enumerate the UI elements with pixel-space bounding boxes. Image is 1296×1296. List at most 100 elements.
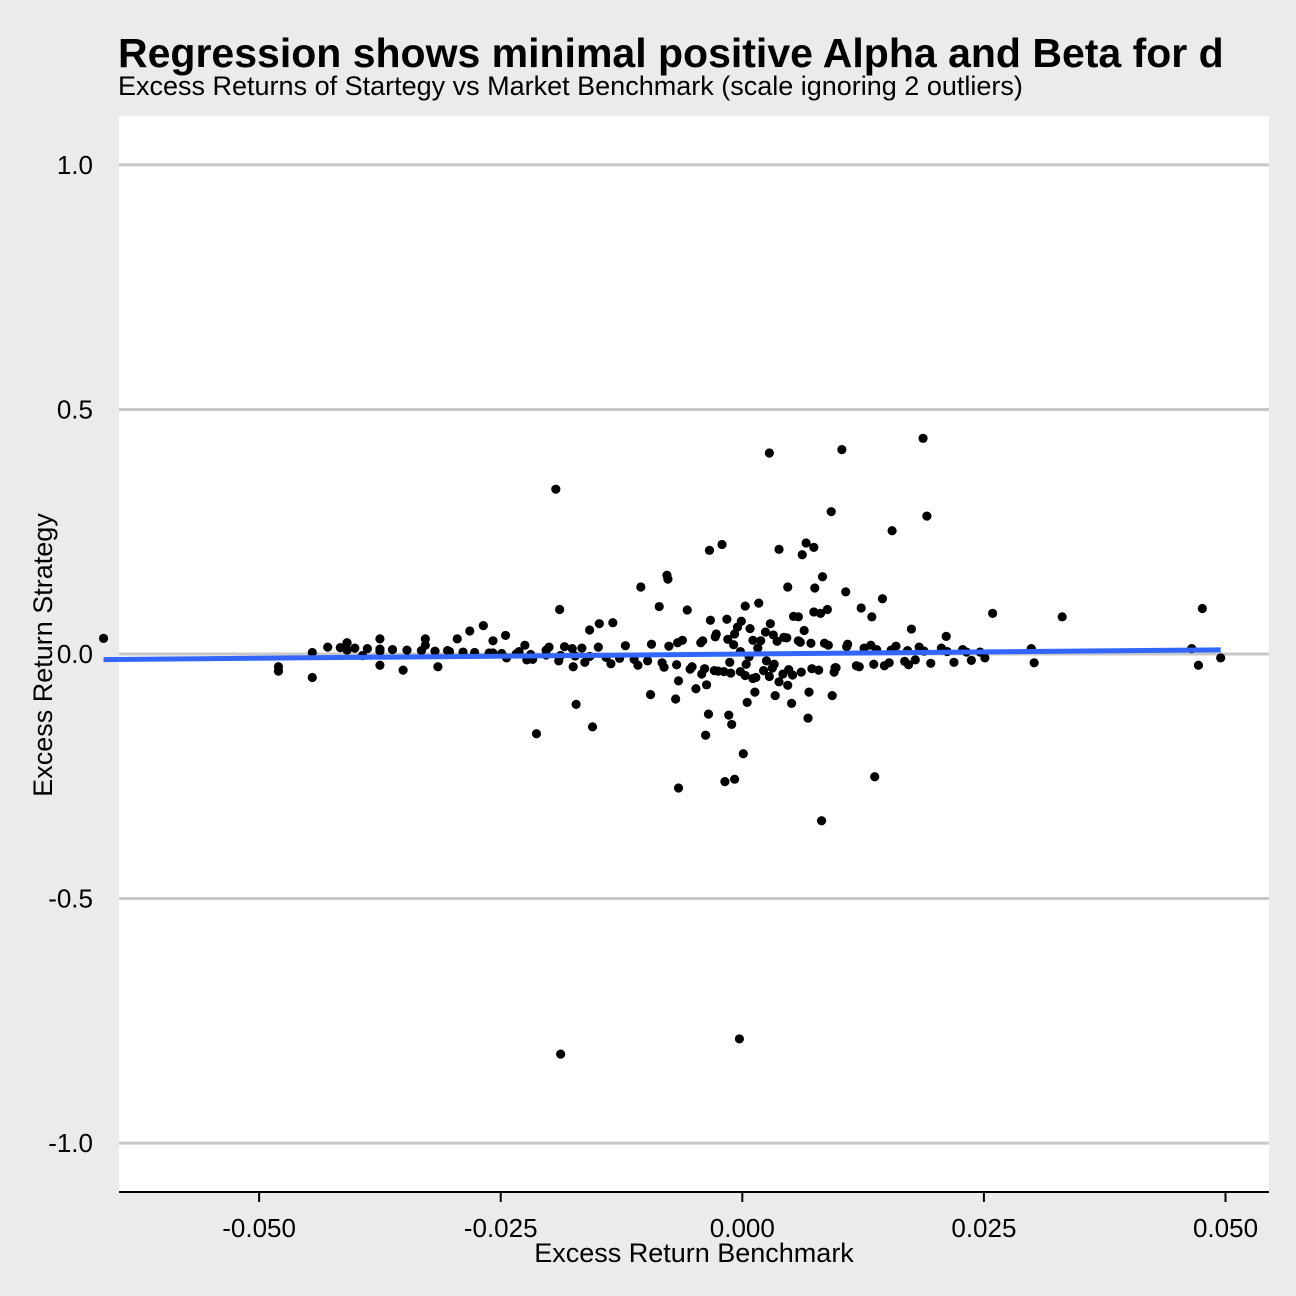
data-point (700, 730, 711, 740)
data-point (416, 645, 427, 656)
data-point (659, 662, 669, 672)
data-point (711, 629, 721, 639)
data-point (465, 626, 475, 636)
data-point (307, 647, 317, 658)
data-point (398, 665, 408, 675)
data-point (801, 538, 811, 548)
data-point (691, 684, 701, 694)
data-point (815, 608, 826, 619)
data-point (750, 687, 760, 697)
data-point (729, 774, 740, 784)
data-point (804, 687, 814, 697)
data-point (753, 643, 763, 653)
data-point (654, 601, 664, 612)
data-point (577, 643, 587, 653)
data-point (307, 672, 317, 683)
data-point (720, 777, 730, 787)
data-point (556, 1049, 566, 1059)
x-tick-label: -0.025 (464, 1213, 538, 1243)
data-point (734, 1034, 745, 1044)
data-point (856, 603, 866, 613)
data-point (767, 663, 777, 673)
data-point (756, 636, 766, 646)
data-point (633, 660, 643, 670)
data-point (774, 544, 784, 554)
data-point (724, 710, 734, 720)
data-point (433, 662, 443, 672)
data-point (430, 646, 440, 656)
data-point (910, 655, 920, 665)
data-point (520, 640, 530, 650)
data-point (673, 783, 684, 793)
data-point (685, 664, 695, 674)
data-point (822, 604, 832, 615)
data-point (926, 658, 936, 668)
data-point (891, 641, 901, 651)
data-point (783, 582, 793, 592)
data-point (671, 694, 681, 704)
x-tick-label: 0.025 (951, 1213, 1016, 1243)
data-point (949, 657, 959, 667)
data-point (741, 659, 751, 669)
data-point (723, 634, 733, 644)
data-point (555, 604, 565, 615)
data-point (551, 484, 561, 494)
data-point (760, 627, 771, 637)
data-point (375, 660, 385, 670)
data-point (765, 619, 775, 629)
data-point (554, 656, 564, 666)
data-point (559, 642, 570, 652)
data-point (810, 583, 820, 593)
data-point (323, 642, 333, 652)
data-point (738, 749, 748, 759)
data-point (663, 574, 673, 584)
data-point (335, 643, 345, 653)
data-point (709, 666, 719, 676)
data-point (922, 511, 932, 521)
data-point (735, 667, 745, 677)
data-point (797, 550, 807, 560)
data-point (722, 614, 732, 624)
data-point (732, 622, 743, 632)
data-point (620, 641, 630, 651)
data-point (807, 664, 817, 674)
data-point (593, 642, 603, 652)
data-point (841, 587, 851, 597)
y-tick-labels: 1.0 0.5 0.0 -0.5 -1.0 (48, 150, 93, 1158)
data-point (816, 816, 827, 826)
y-tick-label: 1.0 (57, 150, 93, 180)
data-point (806, 638, 816, 648)
data-point (478, 621, 488, 631)
data-point (705, 615, 716, 625)
x-axis-title: Excess Return Benchmark (534, 1238, 854, 1268)
data-point (672, 638, 683, 648)
data-point (817, 572, 828, 582)
data-point (587, 722, 598, 732)
data-point (764, 671, 774, 682)
data-point (906, 624, 917, 634)
data-point (787, 698, 797, 708)
data-point (420, 634, 430, 644)
data-point (375, 644, 385, 654)
y-tick-label: 0.5 (57, 394, 93, 424)
data-point (826, 507, 836, 517)
data-point (673, 676, 684, 686)
data-point (585, 625, 595, 635)
x-tick-label: 0.000 (710, 1213, 775, 1243)
y-tick-label: -1.0 (48, 1128, 93, 1158)
data-point (580, 657, 590, 667)
data-point (830, 663, 840, 673)
data-point (645, 689, 656, 700)
data-point (444, 646, 455, 657)
data-point (774, 677, 784, 687)
data-point (745, 623, 755, 634)
data-point (1029, 658, 1039, 668)
data-point (452, 634, 462, 644)
data-point (866, 640, 876, 650)
data-point (643, 656, 653, 666)
data-point (854, 662, 864, 672)
data-point (725, 657, 735, 667)
data-point (703, 709, 714, 719)
data-point (837, 444, 847, 455)
